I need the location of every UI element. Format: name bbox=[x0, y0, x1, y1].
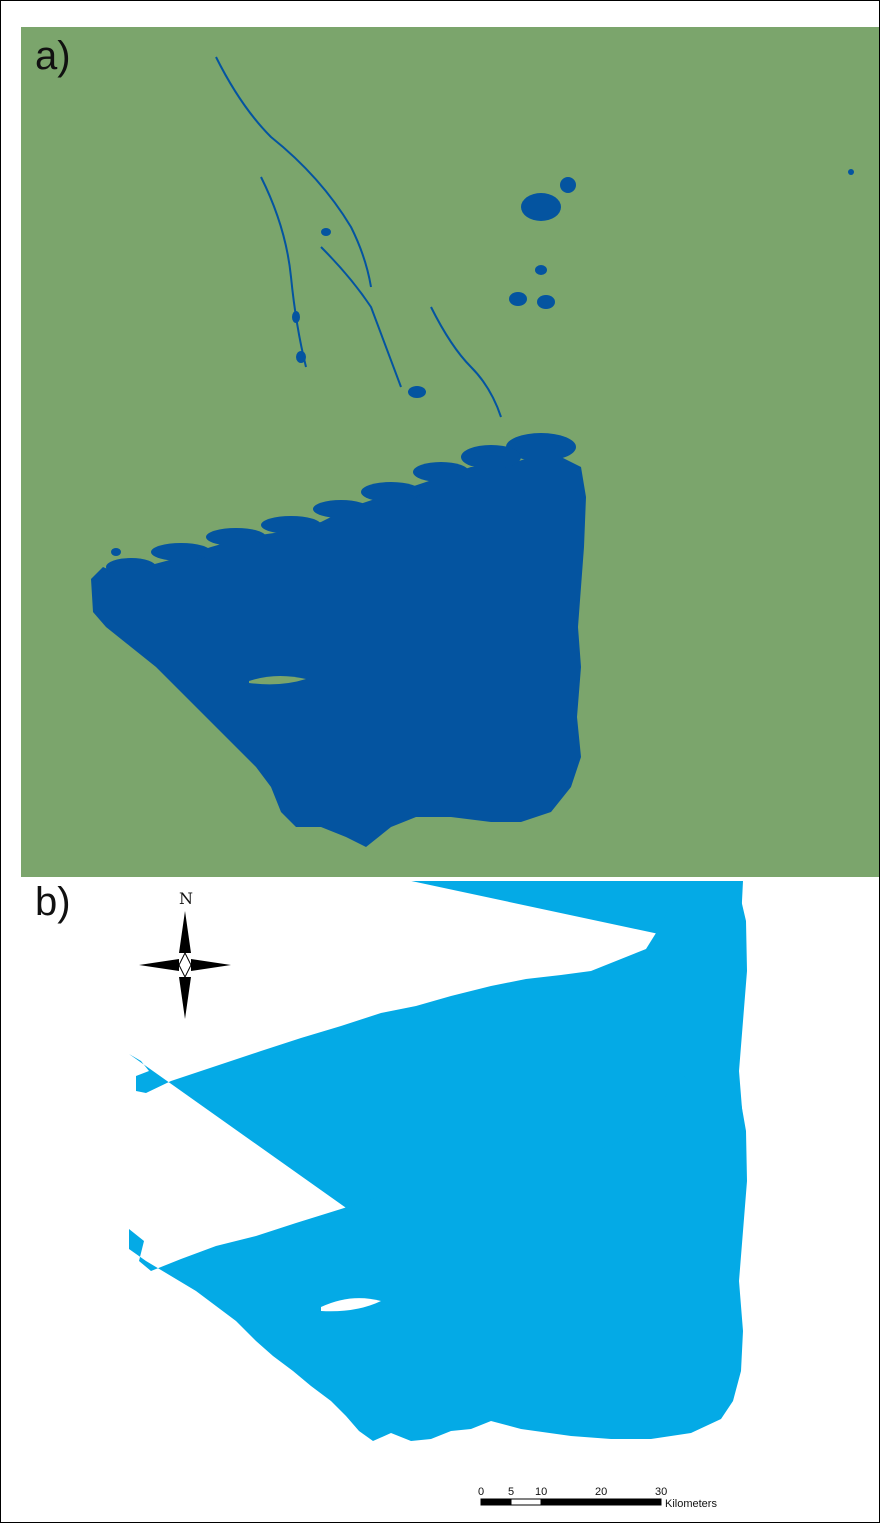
panel-b-map: N 0 5 10 20 30 Kilometers bbox=[21, 881, 879, 1521]
stream-network bbox=[215, 56, 502, 418]
scale-bar-seg-5 bbox=[601, 1499, 661, 1505]
north-arrow: N bbox=[139, 889, 231, 1019]
scale-bar: 0 5 10 20 30 Kilometers bbox=[478, 1486, 717, 1510]
island bbox=[249, 675, 306, 685]
scale-bar-outline bbox=[480, 1498, 662, 1506]
scale-unit: Kilometers bbox=[665, 1498, 717, 1510]
north-arrow-needle-s bbox=[179, 977, 191, 1019]
north-arrow-needle-w bbox=[139, 959, 179, 971]
scale-bar-seg-1 bbox=[481, 1499, 511, 1505]
north-arrow-needle-n bbox=[179, 911, 191, 953]
north-arrow-letter: N bbox=[179, 889, 193, 908]
scale-tick-5: 5 bbox=[508, 1486, 514, 1498]
lake-water-body bbox=[91, 457, 586, 847]
scale-tick-30: 30 bbox=[655, 1486, 667, 1498]
north-arrow-center bbox=[178, 951, 192, 979]
scale-tick-0: 0 bbox=[478, 1486, 484, 1498]
scale-tick-20: 20 bbox=[595, 1486, 607, 1498]
scale-tick-10: 10 bbox=[535, 1486, 547, 1498]
scale-bar-seg-3 bbox=[541, 1499, 601, 1505]
scale-bar-seg-2 bbox=[510, 1498, 542, 1506]
lake-main bbox=[129, 1069, 747, 1441]
island-b bbox=[321, 1298, 381, 1312]
panel-b-svg: N 0 5 10 20 30 Kilometers bbox=[21, 881, 879, 1521]
panel-a-label: a) bbox=[35, 34, 71, 78]
small-water-bodies bbox=[111, 169, 854, 556]
panel-a-svg: a) bbox=[21, 27, 879, 877]
north-arrow-needle-e bbox=[191, 959, 231, 971]
panel-b-label: b) bbox=[35, 881, 71, 924]
panel-a-map: a) bbox=[21, 27, 879, 877]
shoreline-fringe bbox=[106, 433, 576, 576]
